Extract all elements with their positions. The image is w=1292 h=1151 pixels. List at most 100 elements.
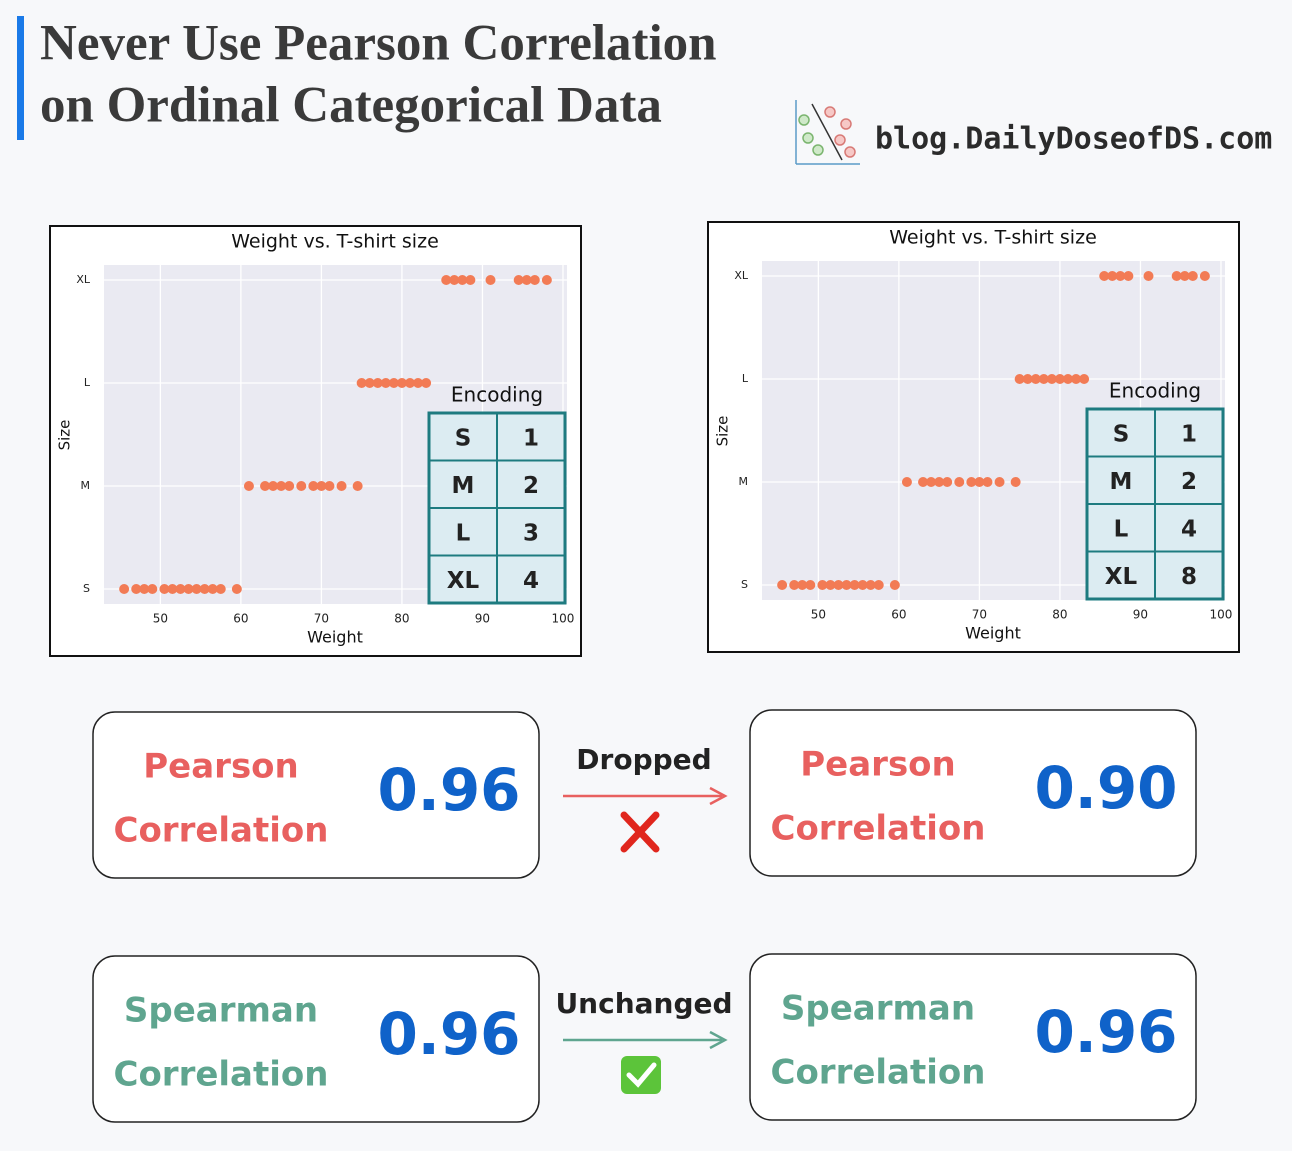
encoding-cell: [496, 554, 566, 604]
result-card: [749, 709, 1197, 877]
chart-title: Weight vs. T-shirt size: [889, 227, 1097, 249]
point: [889, 580, 900, 590]
x-tick-label: 80: [1052, 608, 1067, 622]
point: [1062, 374, 1073, 384]
point: [994, 477, 1005, 487]
point: [131, 584, 142, 594]
point: [1187, 271, 1198, 281]
point: [215, 584, 226, 594]
point: [421, 378, 432, 388]
encoding-cell-text: 8: [1181, 564, 1197, 590]
x-tick-label: 50: [811, 608, 826, 622]
y-tick-label: L: [84, 376, 91, 389]
point: [199, 584, 210, 594]
result-card: [92, 711, 540, 879]
point: [1099, 271, 1110, 281]
point: [857, 580, 868, 590]
metric-name: Correlation: [771, 809, 986, 849]
point: [849, 580, 860, 590]
y-tick-label: S: [83, 582, 90, 595]
point: [284, 481, 295, 491]
point: [1199, 271, 1210, 281]
arrow-head: [709, 1030, 728, 1050]
point: [147, 584, 158, 594]
y-tick-label: M: [739, 475, 749, 488]
y-tick-label: M: [81, 479, 91, 492]
point: [268, 481, 279, 491]
point: [380, 378, 391, 388]
point: [364, 378, 375, 388]
point: [918, 477, 929, 487]
point: [825, 580, 836, 590]
point: [119, 584, 130, 594]
x-tick-label: 50: [153, 612, 168, 626]
point: [396, 378, 407, 388]
point: [1115, 271, 1126, 281]
y-tick-label: XL: [734, 269, 749, 282]
metric-name: Correlation: [114, 811, 329, 851]
encoding-cell-text: 1: [523, 425, 539, 451]
point: [1123, 271, 1134, 281]
encoding-cell-text: 1: [1181, 421, 1197, 447]
point: [1038, 374, 1049, 384]
encoding-cell-text: 4: [1181, 516, 1197, 542]
metric-value: 0.96: [377, 756, 520, 824]
point: [974, 477, 985, 487]
metric-value: 0.90: [1034, 754, 1177, 822]
point: [934, 477, 945, 487]
chart-title: Weight vs. T-shirt size: [231, 231, 439, 253]
point: [356, 378, 367, 388]
point: [336, 481, 347, 491]
x-tick-label: 80: [394, 612, 409, 626]
point: [191, 584, 202, 594]
point: [243, 481, 254, 491]
point: [926, 477, 937, 487]
encoding-cell-text: XL: [447, 568, 480, 594]
point: [841, 580, 852, 590]
point: [485, 275, 496, 285]
encoding-cell-text: 2: [1181, 469, 1197, 495]
point: [1014, 374, 1025, 384]
point: [966, 477, 977, 487]
metric-name: Pearson: [800, 745, 956, 785]
point: [873, 580, 884, 590]
point: [183, 584, 194, 594]
point: [1143, 271, 1154, 281]
point: [1079, 374, 1090, 384]
encoding-title: Encoding: [1109, 379, 1201, 403]
change-label: Dropped: [576, 743, 711, 776]
x-tick-label: 100: [552, 612, 575, 626]
title-bar: [17, 16, 24, 140]
point: [833, 580, 844, 590]
point: [982, 477, 993, 487]
point: [276, 481, 287, 491]
title: Never Use Pearson Correlation: [40, 16, 717, 72]
point: [159, 584, 170, 594]
x-tick-label: 70: [972, 608, 987, 622]
point: [231, 584, 242, 594]
site-name: blog.DailyDoseofDS.com: [875, 122, 1272, 157]
title: on Ordinal Categorical Data: [40, 78, 662, 134]
metric-name: Spearman: [124, 991, 318, 1031]
point: [1010, 477, 1021, 487]
point: [817, 580, 828, 590]
encoding-cell-text: 4: [523, 568, 539, 594]
metric-value: 0.96: [1034, 998, 1177, 1066]
point: [805, 580, 816, 590]
metric-name: Spearman: [781, 989, 975, 1029]
encoding-cell-text: M: [1110, 469, 1133, 495]
x-axis-label: Weight: [965, 624, 1021, 643]
point: [139, 584, 150, 594]
point: [207, 584, 218, 594]
encoding-cell-text: L: [1114, 516, 1129, 542]
point: [404, 378, 415, 388]
encoding-cell-text: M: [452, 473, 475, 499]
y-axis-label: Size: [56, 420, 74, 451]
arrow-head: [709, 786, 728, 806]
point: [797, 580, 808, 590]
point: [308, 481, 319, 491]
point: [1107, 271, 1118, 281]
metric-value: 0.96: [377, 1000, 520, 1068]
point: [388, 378, 399, 388]
